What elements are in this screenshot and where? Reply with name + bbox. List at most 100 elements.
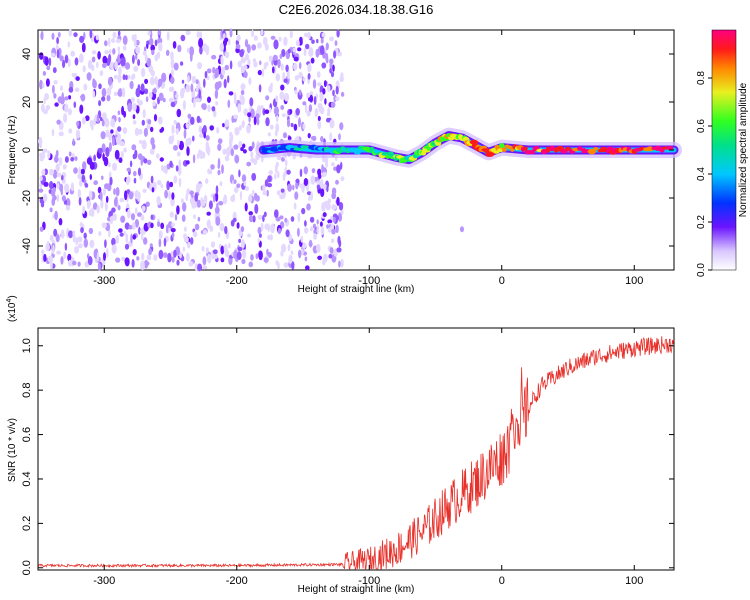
noise-speck xyxy=(122,74,126,81)
noise-speck xyxy=(101,119,105,127)
noise-speck xyxy=(82,65,86,73)
noise-speck xyxy=(185,138,189,148)
noise-speck xyxy=(65,205,71,211)
noise-speck xyxy=(53,156,59,163)
noise-speck xyxy=(151,143,156,150)
noise-speck xyxy=(64,96,69,101)
noise-speck xyxy=(108,141,112,152)
noise-speck xyxy=(212,253,218,260)
spectrogram-y-tick-label: -40 xyxy=(21,238,33,254)
noise-speck xyxy=(301,184,305,193)
noise-speck xyxy=(244,202,248,212)
noise-speck xyxy=(188,261,194,267)
noise-speck xyxy=(275,114,279,123)
noise-speck xyxy=(199,45,203,55)
snr-y-tick-label: 0.2 xyxy=(21,516,33,531)
ridge-blob xyxy=(587,148,597,155)
noise-speck xyxy=(104,118,110,128)
noise-speck xyxy=(252,58,257,63)
noise-speck xyxy=(178,159,182,170)
noise-speck xyxy=(154,75,158,85)
noise-speck xyxy=(128,191,134,200)
noise-speck xyxy=(157,180,162,186)
noise-speck xyxy=(118,66,122,76)
noise-speck xyxy=(182,246,186,252)
noise-speck xyxy=(297,212,301,223)
snr-series-line xyxy=(38,336,674,570)
noise-speck xyxy=(285,64,289,73)
noise-speck xyxy=(70,182,75,192)
noise-speck xyxy=(67,41,71,48)
noise-speck xyxy=(309,216,315,223)
noise-speck xyxy=(39,226,44,232)
noise-speck xyxy=(312,79,317,89)
noise-speck xyxy=(144,54,148,62)
noise-speck xyxy=(55,163,60,173)
noise-speck xyxy=(181,214,186,222)
noise-speck xyxy=(196,31,201,38)
noise-speck xyxy=(173,91,176,96)
noise-speck xyxy=(269,124,274,130)
noise-speck xyxy=(91,50,97,55)
noise-speck xyxy=(117,110,121,116)
noise-speck xyxy=(322,212,327,218)
noise-speck xyxy=(112,31,117,39)
noise-speck xyxy=(243,64,248,71)
noise-speck xyxy=(127,102,132,112)
noise-speck xyxy=(331,238,335,243)
noise-speck xyxy=(113,91,118,96)
noise-speck xyxy=(217,232,221,238)
noise-speck xyxy=(138,128,143,135)
noise-speck xyxy=(278,36,282,42)
noise-speck xyxy=(306,92,310,99)
noise-speck xyxy=(64,156,69,163)
noise-speck xyxy=(95,34,100,41)
noise-speck xyxy=(134,191,138,196)
noise-speck xyxy=(313,233,318,240)
noise-speck xyxy=(229,60,233,70)
noise-speck xyxy=(295,108,300,116)
noise-speck xyxy=(62,164,67,170)
ridge-blob xyxy=(356,150,361,155)
noise-speck xyxy=(130,213,136,221)
noise-speck xyxy=(53,93,57,99)
noise-speck xyxy=(298,62,302,70)
noise-speck xyxy=(178,177,182,188)
noise-speck xyxy=(337,212,343,222)
noise-speck xyxy=(274,130,278,137)
ridge-blob xyxy=(540,148,548,155)
noise-speck xyxy=(240,57,246,64)
noise-speck xyxy=(75,76,80,81)
noise-speck xyxy=(195,79,199,85)
spectrogram-x-ticks: -300 -200 -100 0 100 xyxy=(93,30,643,287)
noise-speck xyxy=(189,52,193,62)
noise-speck xyxy=(101,222,107,229)
noise-speck xyxy=(185,123,190,129)
noise-speck xyxy=(281,49,286,57)
noise-speck xyxy=(180,88,185,99)
noise-speck xyxy=(242,149,247,154)
noise-speck xyxy=(322,171,327,177)
noise-speck xyxy=(316,225,320,235)
noise-speck xyxy=(216,126,220,134)
noise-speck xyxy=(175,128,179,135)
noise-speck xyxy=(212,194,216,203)
noise-speck xyxy=(220,245,225,255)
noise-speck xyxy=(70,50,76,57)
noise-speck xyxy=(169,181,174,188)
noise-speck xyxy=(325,160,328,169)
noise-speck xyxy=(320,188,325,197)
noise-speck xyxy=(261,68,265,77)
noise-speck xyxy=(58,218,63,226)
noise-speck xyxy=(274,173,277,180)
noise-speck xyxy=(124,74,128,81)
noise-speck xyxy=(151,49,155,56)
noise-speck xyxy=(307,31,311,40)
noise-speck xyxy=(165,49,170,57)
noise-speck xyxy=(43,181,49,187)
noise-speck xyxy=(133,177,137,184)
noise-speck xyxy=(136,98,140,104)
noise-speck xyxy=(192,154,196,164)
noise-speck xyxy=(193,202,198,208)
noise-speck xyxy=(115,257,121,263)
